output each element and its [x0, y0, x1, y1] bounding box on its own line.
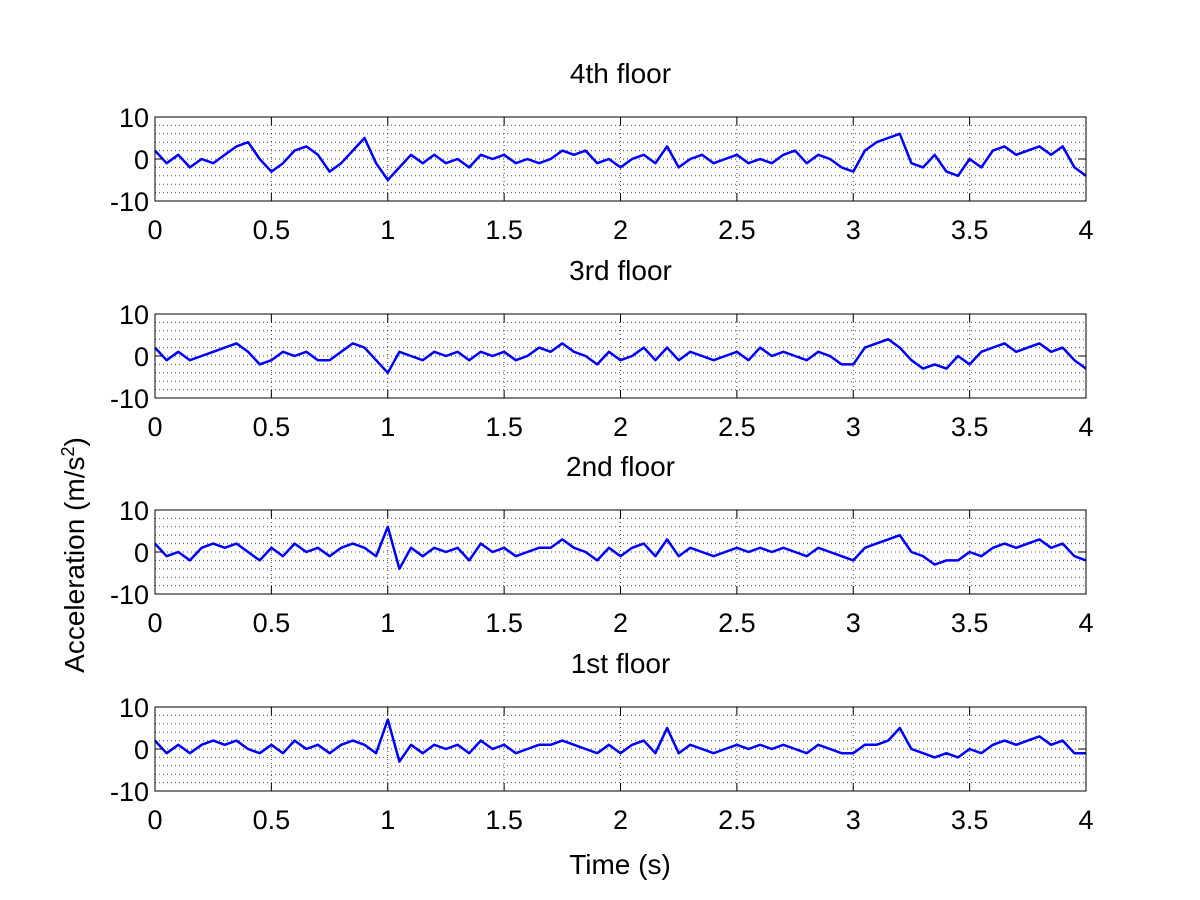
x-tick-label: 4 — [1078, 412, 1093, 442]
y-tick-label: 10 — [119, 103, 149, 133]
y-axis-label-superscript: 2 — [58, 447, 78, 457]
y-tick-label: 0 — [134, 145, 149, 175]
x-tick-label: 3.5 — [951, 412, 989, 442]
plot-area — [155, 707, 1086, 791]
x-tick-label: 1.5 — [485, 412, 523, 442]
x-tick-label: 0.5 — [253, 215, 291, 245]
subplot-title: 4th floor — [570, 58, 671, 89]
y-tick-label: 10 — [119, 300, 149, 330]
y-axis-label-close: ) — [59, 437, 90, 446]
series-line — [154, 337, 1087, 375]
x-tick-label: 1 — [380, 215, 395, 245]
x-tick-label: 1 — [380, 412, 395, 442]
x-tick-label: 1 — [380, 608, 395, 638]
x-tick-label: 0 — [147, 412, 162, 442]
x-tick-label: 0.5 — [253, 805, 291, 835]
y-tick-label: 10 — [119, 496, 149, 526]
x-axis-label: Time (s) — [569, 849, 671, 880]
y-tick-label: -10 — [110, 777, 149, 807]
y-axis-label-main: Acceleration (m/s — [59, 457, 90, 673]
y-axis-label: Acceleration (m/s2) — [58, 437, 90, 673]
x-tick-label: 0 — [147, 608, 162, 638]
x-tick-label: 2.5 — [718, 608, 756, 638]
x-tick-label: 4 — [1078, 805, 1093, 835]
x-tick-label: 0.5 — [253, 608, 291, 638]
x-tick-label: 3 — [846, 215, 861, 245]
x-tick-label: 0 — [147, 215, 162, 245]
x-tick-label: 2 — [613, 412, 628, 442]
y-tick-label: 0 — [134, 342, 149, 372]
x-tick-label: 3 — [846, 412, 861, 442]
y-tick-label: 0 — [134, 538, 149, 568]
y-tick-label: 10 — [119, 693, 149, 723]
subplot-title: 3rd floor — [569, 255, 672, 286]
subplot-title: 2nd floor — [566, 451, 675, 482]
x-tick-label: 1.5 — [485, 805, 523, 835]
y-tick-label: -10 — [110, 580, 149, 610]
series-line — [154, 525, 1087, 571]
x-tick-label: 2 — [613, 805, 628, 835]
x-tick-label: 0 — [147, 805, 162, 835]
x-tick-label: 1.5 — [485, 215, 523, 245]
x-tick-label: 3 — [846, 608, 861, 638]
x-tick-label: 3.5 — [951, 215, 989, 245]
x-tick-label: 2 — [613, 608, 628, 638]
x-tick-label: 3.5 — [951, 805, 989, 835]
x-tick-label: 2.5 — [718, 805, 756, 835]
y-tick-label: -10 — [110, 384, 149, 414]
y-tick-label: -10 — [110, 187, 149, 217]
series-line — [154, 132, 1087, 182]
series-line — [154, 718, 1086, 763]
x-tick-label: 1.5 — [485, 608, 523, 638]
x-tick-label: 2 — [613, 215, 628, 245]
x-tick-label: 3.5 — [951, 608, 989, 638]
x-tick-label: 4 — [1078, 608, 1093, 638]
x-tick-label: 2.5 — [718, 215, 756, 245]
subplot-title: 1st floor — [571, 648, 671, 679]
x-tick-label: 2.5 — [718, 412, 756, 442]
x-tick-label: 1 — [380, 805, 395, 835]
x-tick-label: 4 — [1078, 215, 1093, 245]
x-tick-label: 3 — [846, 805, 861, 835]
plot-area — [155, 510, 1086, 594]
x-tick-label: 0.5 — [253, 412, 291, 442]
y-tick-label: 0 — [134, 735, 149, 765]
